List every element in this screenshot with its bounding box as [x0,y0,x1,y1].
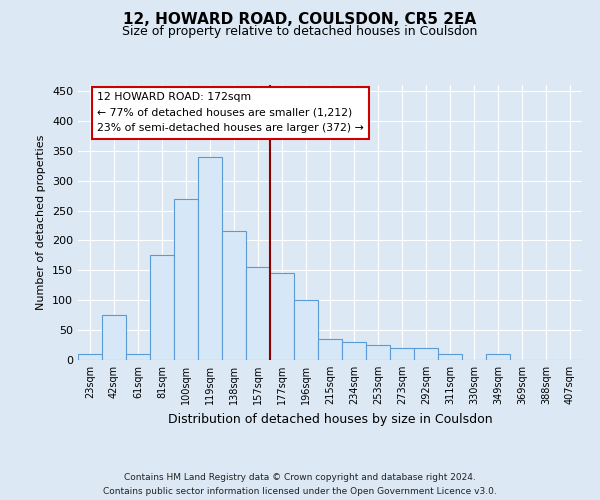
Bar [414,348,438,360]
Text: 12 HOWARD ROAD: 172sqm
← 77% of detached houses are smaller (1,212)
23% of semi-: 12 HOWARD ROAD: 172sqm ← 77% of detached… [97,92,364,134]
Bar [270,274,294,360]
Y-axis label: Number of detached properties: Number of detached properties [37,135,46,310]
Bar [366,345,390,360]
Bar [102,315,126,360]
Bar [198,156,222,360]
Text: 12, HOWARD ROAD, COULSDON, CR5 2EA: 12, HOWARD ROAD, COULSDON, CR5 2EA [124,12,476,28]
Text: Contains public sector information licensed under the Open Government Licence v3: Contains public sector information licen… [103,488,497,496]
Bar [174,198,198,360]
Bar [150,256,174,360]
Bar [126,354,150,360]
Bar [318,339,342,360]
Bar [246,268,270,360]
Bar [294,300,318,360]
Bar [438,354,462,360]
Bar [486,354,510,360]
Bar [390,348,414,360]
Bar [78,354,102,360]
Bar [222,232,246,360]
X-axis label: Distribution of detached houses by size in Coulsdon: Distribution of detached houses by size … [167,412,493,426]
Text: Contains HM Land Registry data © Crown copyright and database right 2024.: Contains HM Land Registry data © Crown c… [124,472,476,482]
Text: Size of property relative to detached houses in Coulsdon: Size of property relative to detached ho… [122,25,478,38]
Bar [342,342,366,360]
